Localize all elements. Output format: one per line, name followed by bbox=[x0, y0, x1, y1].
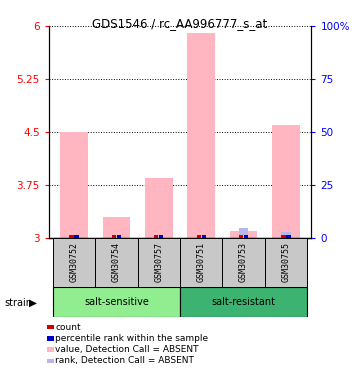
Bar bbox=[69, 235, 79, 238]
Bar bbox=[103, 217, 130, 238]
Bar bbox=[239, 235, 243, 238]
Bar bbox=[239, 228, 248, 238]
Text: percentile rank within the sample: percentile rank within the sample bbox=[55, 334, 208, 343]
Text: GDS1546 / rc_AA996777_s_at: GDS1546 / rc_AA996777_s_at bbox=[93, 17, 267, 30]
Bar bbox=[281, 235, 285, 238]
Text: GSM30751: GSM30751 bbox=[197, 242, 206, 282]
Bar bbox=[112, 235, 116, 238]
Bar bbox=[197, 235, 201, 238]
Text: value, Detection Call = ABSENT: value, Detection Call = ABSENT bbox=[55, 345, 199, 354]
Bar bbox=[188, 33, 215, 238]
Bar bbox=[53, 238, 95, 287]
Bar bbox=[244, 235, 248, 238]
Bar bbox=[222, 238, 265, 287]
Bar bbox=[53, 287, 180, 317]
Bar bbox=[95, 238, 138, 287]
Bar bbox=[138, 238, 180, 287]
Text: GSM30755: GSM30755 bbox=[282, 242, 291, 282]
Bar bbox=[159, 235, 163, 238]
Bar bbox=[60, 132, 88, 238]
Text: ▶: ▶ bbox=[29, 298, 37, 308]
Bar bbox=[154, 235, 158, 238]
Bar bbox=[75, 235, 79, 238]
Text: salt-sensitive: salt-sensitive bbox=[84, 297, 149, 307]
Bar bbox=[265, 238, 307, 287]
Text: salt-resistant: salt-resistant bbox=[212, 297, 276, 307]
Bar bbox=[180, 238, 222, 287]
Bar bbox=[69, 235, 73, 238]
Text: rank, Detection Call = ABSENT: rank, Detection Call = ABSENT bbox=[55, 356, 194, 365]
Text: strain: strain bbox=[4, 298, 32, 308]
Text: count: count bbox=[55, 322, 81, 332]
Bar bbox=[287, 235, 291, 238]
Text: GSM30752: GSM30752 bbox=[69, 242, 78, 282]
Bar bbox=[230, 231, 257, 238]
Bar bbox=[154, 235, 163, 238]
Bar bbox=[180, 287, 307, 317]
Bar bbox=[145, 178, 172, 238]
Bar bbox=[272, 125, 300, 238]
Text: GSM30757: GSM30757 bbox=[154, 242, 163, 282]
Bar bbox=[112, 235, 121, 238]
Text: GSM30754: GSM30754 bbox=[112, 242, 121, 282]
Bar bbox=[202, 235, 206, 238]
Bar bbox=[117, 235, 121, 238]
Text: GSM30753: GSM30753 bbox=[239, 242, 248, 282]
Bar bbox=[281, 232, 291, 238]
Bar bbox=[197, 235, 206, 238]
